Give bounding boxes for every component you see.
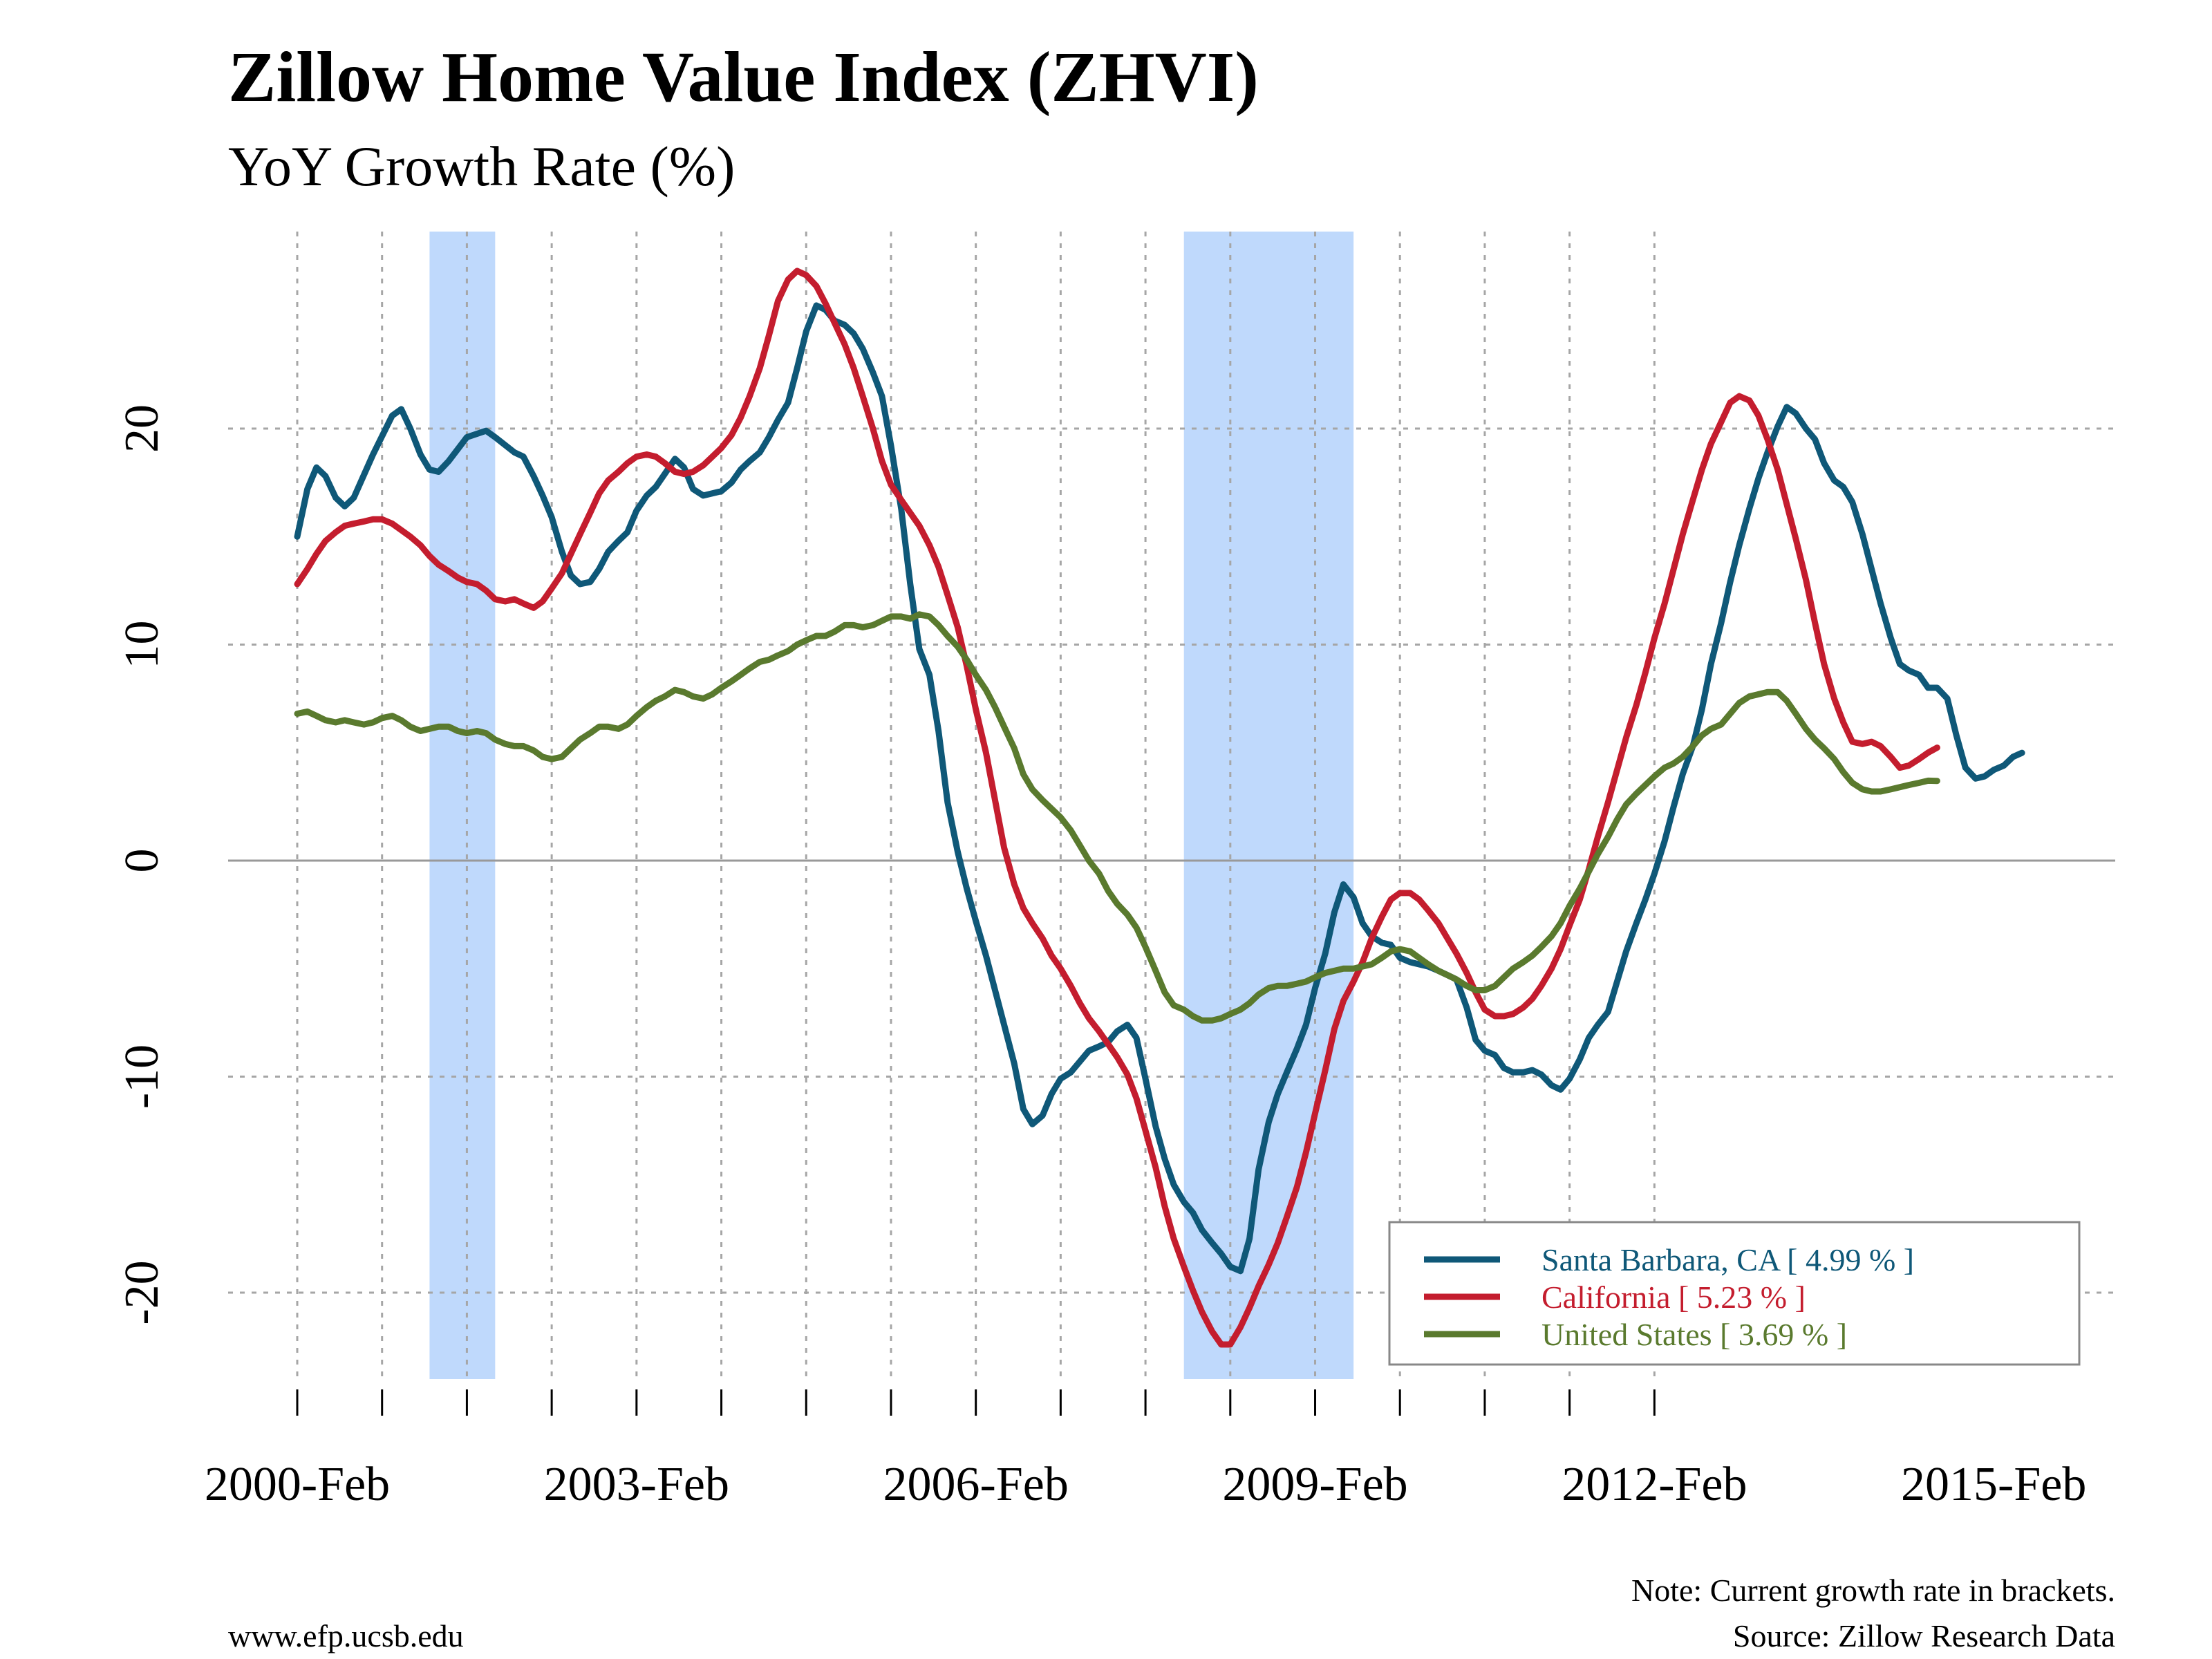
chart-title: Zillow Home Value Index (ZHVI) [228,37,1259,117]
legend-label-santa-barbara-ca: Santa Barbara, CA [ 4.99 % ] [1541,1242,1914,1277]
recession-band-2 [1183,232,1354,1379]
x-tick-label: 2009-Feb [1222,1458,1407,1511]
california-line [294,268,1940,1348]
y-tick-label: -20 [115,1260,169,1324]
footer-note: Note: Current growth rate in brackets. [1631,1573,2115,1608]
legend-box [1388,1221,2081,1366]
vertical-gridlines [296,232,1656,1379]
horizontal-gridlines [228,427,2115,1294]
recession-shading-group [429,232,1354,1379]
x-tick-label: 2012-Feb [1562,1458,1747,1511]
legend-label-united-states: United States [ 3.69 % ] [1541,1317,1847,1352]
y-tick-label: 0 [115,849,169,873]
footer-source: Source: Zillow Research Data [1732,1618,2115,1653]
y-tick-label: 20 [115,404,169,453]
x-tick-label: 2006-Feb [883,1458,1069,1511]
x-axis-tick-labels: 2000-Feb 2003-Feb 2006-Feb 2009-Feb 2012-Feb… [205,1458,2087,1511]
y-tick-label: -10 [115,1044,169,1109]
united-states-line [294,611,1940,1024]
legend-label-california: California [ 5.23 % ] [1541,1280,1806,1315]
y-axis-tick-labels: 20 10 0 -10 -20 [115,404,169,1325]
recession-band-1 [429,232,496,1379]
santa-barbara-ca-line [294,302,2025,1275]
series-lines [294,268,2025,1348]
footer-website: www.efp.ucsb.edu [228,1618,464,1653]
x-axis-ticks [296,1389,1656,1416]
x-tick-label: 2000-Feb [205,1458,390,1511]
x-tick-label: 2003-Feb [544,1458,729,1511]
y-tick-label: 10 [115,621,169,669]
chart-subtitle: YoY Growth Rate (%) [228,135,735,198]
x-tick-label: 2015-Feb [1901,1458,2086,1511]
legend: Santa Barbara, CA [ 4.99 % ]California [… [1388,1221,2081,1366]
